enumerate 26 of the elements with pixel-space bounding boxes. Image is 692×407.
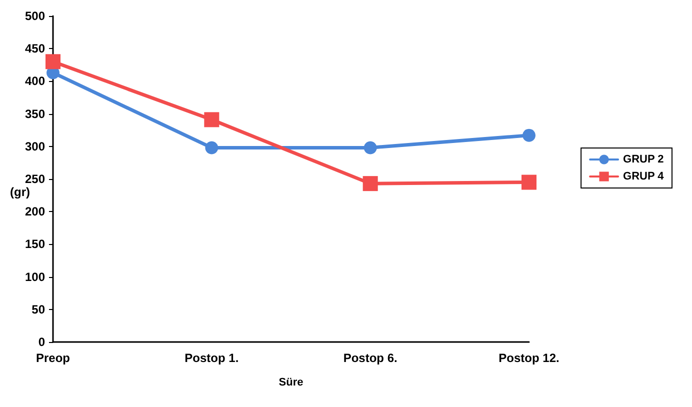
y-tick-label: 100 bbox=[24, 270, 46, 284]
y-axis-title: (gr) bbox=[10, 185, 30, 199]
y-tick-label: 400 bbox=[24, 74, 46, 88]
x-axis-title: Süre bbox=[278, 376, 304, 388]
x-tick-label: Postop 6. bbox=[343, 351, 398, 365]
y-tick-label: 450 bbox=[24, 42, 46, 56]
y-tick-label: 500 bbox=[24, 9, 46, 23]
point bbox=[522, 174, 536, 190]
point bbox=[362, 176, 378, 192]
y-tick-label: 200 bbox=[24, 204, 46, 219]
point bbox=[364, 141, 377, 154]
y-tick-label: 350 bbox=[24, 106, 46, 121]
point bbox=[46, 54, 60, 70]
point bbox=[204, 112, 220, 128]
y-tick-label: 150 bbox=[24, 237, 46, 252]
point bbox=[205, 141, 218, 154]
x-tick-label: Postop 12. bbox=[498, 351, 560, 365]
y-tick-label: 250 bbox=[24, 172, 46, 186]
y-tick-label: 50 bbox=[32, 302, 46, 316]
point bbox=[522, 128, 536, 142]
x-tick-label: Preop bbox=[36, 351, 70, 365]
legend-label: GRUP 4 bbox=[623, 170, 665, 182]
x-tick-label: Postop 1. bbox=[184, 351, 239, 365]
y-tick-label: 300 bbox=[24, 139, 46, 154]
legend-label: GRUP 2 bbox=[623, 154, 664, 166]
y-tick-label: 0 bbox=[38, 335, 46, 349]
